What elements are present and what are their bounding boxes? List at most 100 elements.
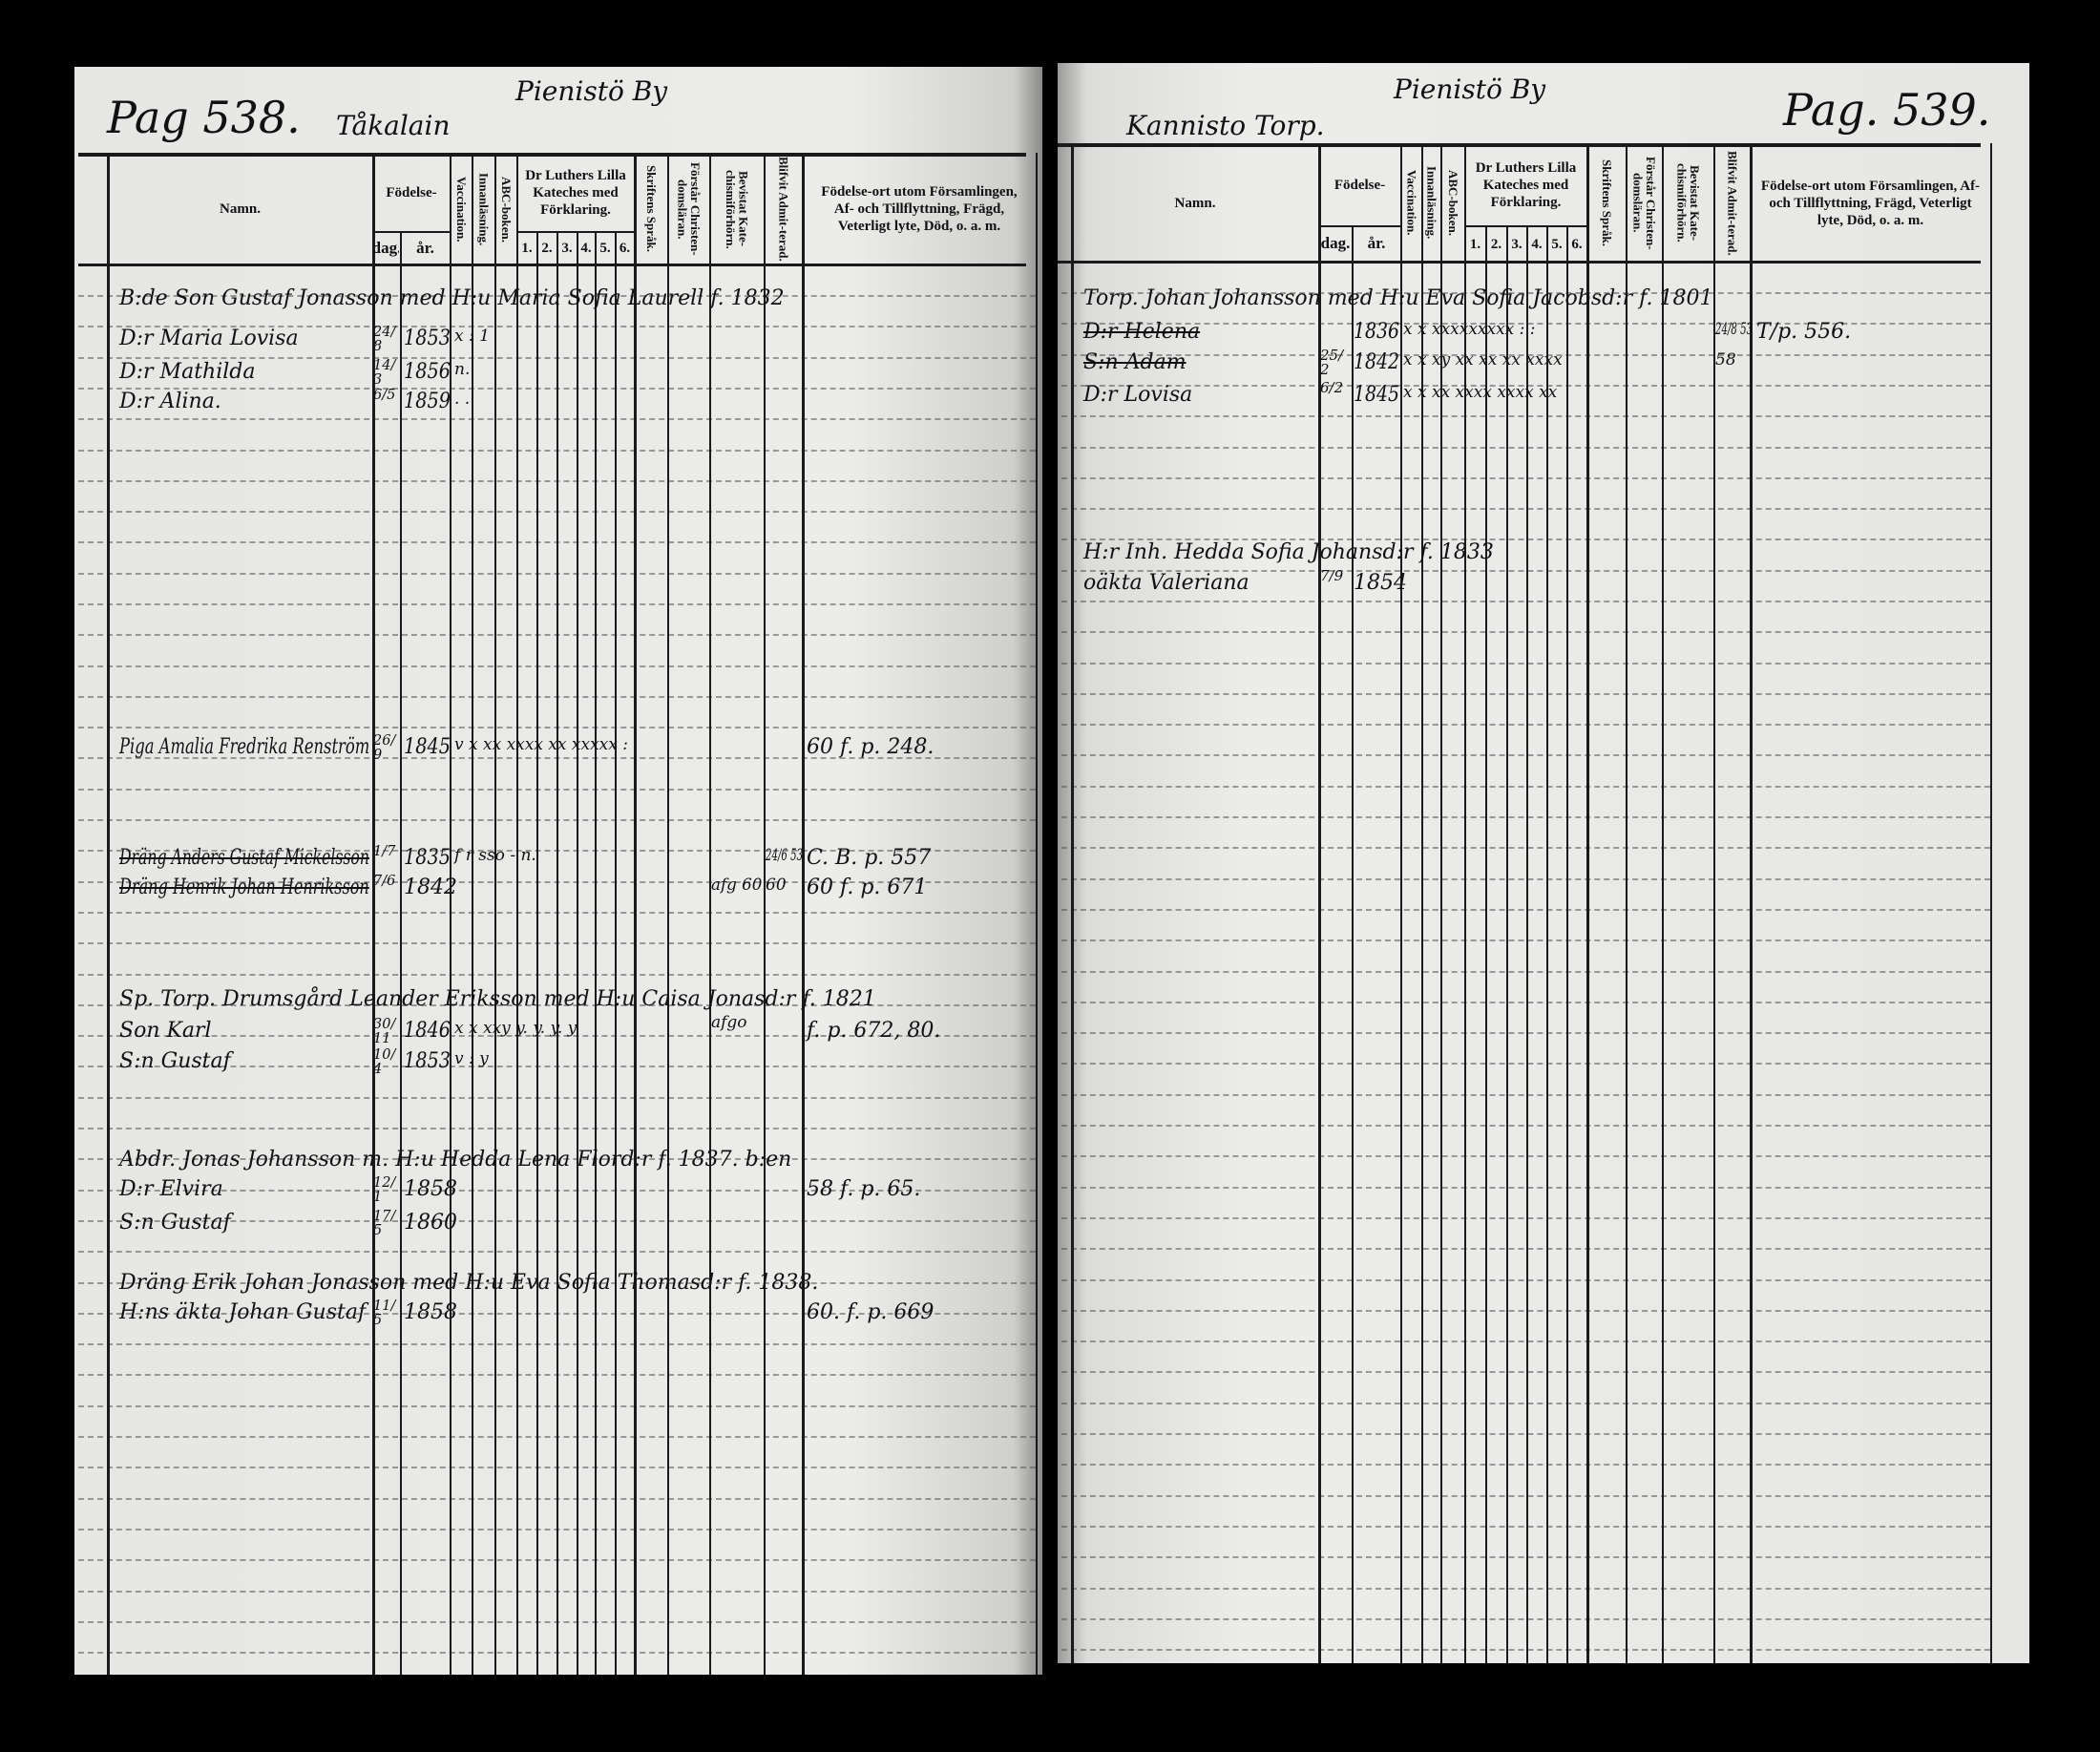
entry-name: Dräng Anders Gustaf Mickelsson — [119, 846, 369, 870]
header-luther-part: 1. — [1469, 236, 1481, 252]
entry-ar: 1856 — [404, 360, 451, 384]
header-bottom-rule — [1058, 261, 1981, 264]
entry-name: S:n Gustaf — [119, 1049, 231, 1073]
page-number: Pag 538. — [107, 92, 301, 143]
entry-admit: 60 — [766, 876, 787, 895]
entry-marks: x x xxxxxxxxx : : — [1403, 320, 1536, 339]
place-name: Kannisto Torp. — [1126, 110, 1325, 141]
entry-marks: x x xx xxxx xxxx xx — [1403, 383, 1558, 402]
header-innanlasning: Innanläsning. — [1424, 166, 1439, 240]
entry-notes: f. p. 672, 80. — [807, 1019, 941, 1043]
header-luther-part: 5. — [1551, 236, 1563, 252]
header-luther: Dr Luthers Lilla Kateches med Förklaring… — [1475, 160, 1577, 210]
entry-marks: n. — [454, 360, 471, 379]
entry-admit: 24/8 53 — [1715, 320, 1754, 339]
header-luther-part: 3. — [561, 241, 573, 256]
column-rule — [1464, 143, 1466, 1663]
entry-name: D:r Helena — [1083, 320, 1201, 344]
column-rule — [1750, 143, 1753, 1663]
entry-name: Piga Amalia Fredrika Renström — [119, 735, 370, 759]
header-namn: Namn. — [1174, 195, 1216, 211]
entry-ar: 1858 — [404, 1177, 457, 1201]
entry-marks: v : y — [454, 1049, 489, 1068]
column-rule — [667, 153, 669, 1675]
row-rule — [1058, 1155, 1990, 1157]
header-admitterad: Blifvit Admit-terad. — [1725, 150, 1740, 256]
row-rule — [1058, 1649, 1990, 1651]
column-rule — [1713, 143, 1715, 1663]
row-rule — [1058, 1125, 1990, 1127]
header-ar: år. — [416, 238, 434, 257]
header-skriftens-sprak: Skriftens Språk. — [643, 165, 659, 253]
header-luther-part: 2. — [1490, 236, 1502, 252]
row-rule — [1058, 1556, 1990, 1558]
row-rule — [1058, 1371, 1990, 1373]
column-rule — [1586, 143, 1589, 1663]
entry-dag: 10/4 — [373, 1045, 396, 1077]
header-admitterad: Blifvit Admit-terad. — [776, 157, 791, 262]
row-rule — [1058, 1403, 1990, 1404]
row-rule — [1058, 1187, 1990, 1189]
column-rule — [595, 231, 597, 1675]
column-rule — [400, 231, 402, 1675]
entry-dag: 6/5 — [373, 386, 396, 403]
header-forstar: Förstår Christen-domsläran. — [675, 162, 704, 256]
column-rule — [1318, 143, 1321, 1663]
row-rule — [1058, 477, 1990, 479]
entry-marks: x : 1 — [454, 327, 490, 346]
row-rule — [1058, 1588, 1990, 1590]
row-rule — [1058, 1310, 1990, 1312]
row-rule — [1058, 1217, 1990, 1219]
header-abc-boken: ABC-boken. — [1445, 170, 1460, 236]
entry-name: H:ns äkta Johan Gustaf — [119, 1300, 367, 1324]
row-rule — [1058, 786, 1990, 788]
header-bevistat: Bevistat Kate-chismiförhörn. — [724, 169, 751, 249]
column-rule — [1526, 225, 1528, 1663]
entry-dag: 12/1 — [373, 1173, 396, 1205]
entry-name: H:r Inh. Hedda Sofia Johansd:r f. 1833 — [1083, 540, 1494, 564]
column-rule — [1662, 143, 1664, 1663]
column-rule — [802, 153, 805, 1675]
entry-name: D:r Mathilda — [119, 360, 256, 384]
header-fodelseort: Födelse-ort utom Församlingen, Af- och T… — [1760, 178, 1981, 228]
column-rule — [577, 231, 578, 1675]
header-bevistat: Bevistat Kate-chismiförhörn. — [1674, 163, 1703, 243]
entry-admit: 58 — [1715, 350, 1736, 369]
column-rule — [1400, 143, 1402, 1663]
column-rule — [1036, 153, 1038, 1675]
header-top-rule — [78, 153, 1026, 157]
entry-marks: v x xx xxxx xx xxxxx : — [454, 735, 628, 754]
entry-notes: T/p. 556. — [1756, 320, 1852, 344]
row-rule — [1058, 601, 1990, 602]
row-rule — [1058, 878, 1990, 880]
row-rule — [1058, 1063, 1990, 1065]
header-luther-part: 2. — [541, 241, 553, 256]
header-innanlasning: Innanläsning. — [476, 172, 492, 246]
entry-admit: 24/6 53 — [766, 846, 804, 865]
place-name: Tåkalain — [336, 110, 451, 141]
header-ar: år. — [1367, 234, 1386, 253]
row-rule — [1058, 1279, 1990, 1281]
row-rule — [1058, 939, 1990, 941]
entry-notes: 60. f. p. 669 — [807, 1300, 934, 1324]
entry-name: D:r Elvira — [119, 1177, 223, 1201]
entry-marks: x x xxy y. y. y. y — [454, 1019, 578, 1038]
entry-name: D:r Alina. — [119, 390, 221, 413]
row-rule — [1058, 816, 1990, 818]
row-rule — [1058, 508, 1990, 510]
header-bottom-rule — [78, 264, 1026, 266]
entry-ar: 1858 — [404, 1300, 457, 1324]
entry-name: Sp. Torp. Drumsgård Leander Eriksson med… — [119, 987, 876, 1011]
subheader-rule — [1318, 225, 1400, 227]
entry-dag: 7/6 — [373, 872, 396, 889]
header-vaccination: Vaccination. — [453, 176, 469, 243]
header-vaccination: Vaccination. — [1404, 170, 1419, 236]
entry-ar: 1836 — [1354, 320, 1399, 344]
row-rule — [1058, 631, 1990, 633]
column-rule — [372, 153, 375, 1675]
column-rule — [1440, 143, 1442, 1663]
entry-name: Son Karl — [119, 1019, 212, 1043]
row-rule — [1058, 1094, 1990, 1096]
entry-name: Dräng Erik Johan Jonasson med H:u Eva So… — [119, 1271, 819, 1295]
entry-dag: 25/2 — [1320, 347, 1344, 378]
